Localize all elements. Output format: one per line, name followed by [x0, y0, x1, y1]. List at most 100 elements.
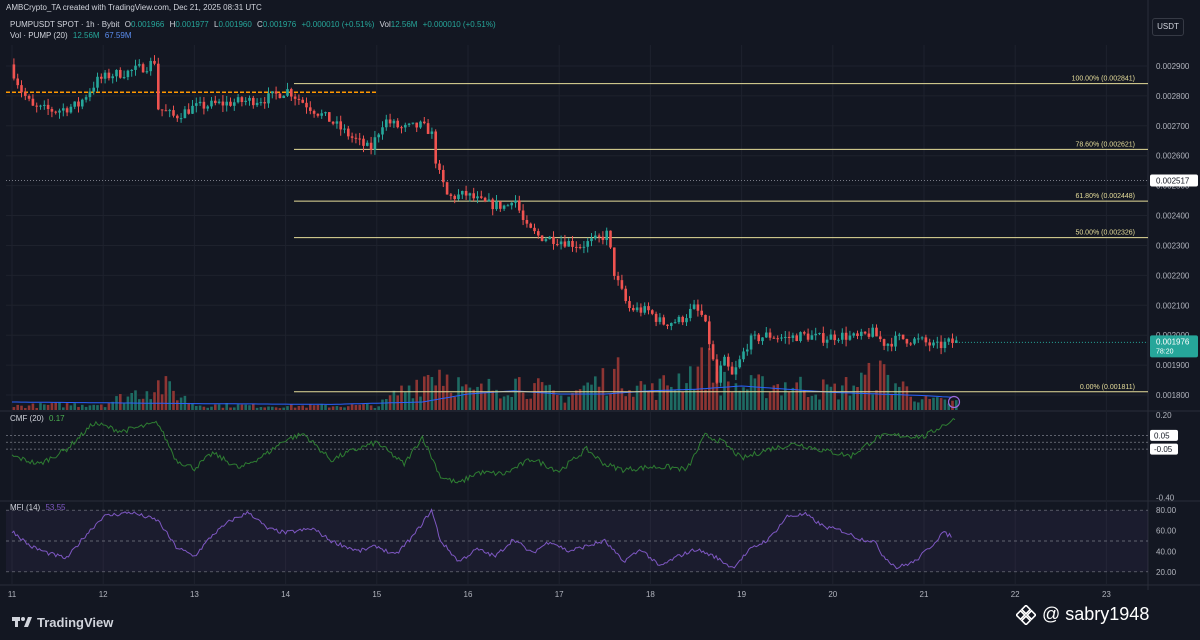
- volume-bar: [575, 390, 578, 410]
- volume-bar: [506, 395, 510, 410]
- candle-body: [214, 100, 217, 104]
- candle-body: [955, 340, 958, 343]
- volume-legend[interactable]: Vol · PUMP (20) 12.56M 67.59M: [10, 31, 132, 40]
- candle-body: [814, 333, 817, 336]
- volume-bar: [69, 405, 73, 410]
- volume-bar: [825, 384, 829, 410]
- candle-body: [597, 235, 601, 237]
- candle-body: [749, 335, 753, 350]
- volume-bar: [134, 390, 137, 410]
- candle-body: [575, 246, 578, 248]
- volume-bar: [145, 391, 149, 410]
- candle-body: [84, 97, 88, 100]
- volume-bar: [727, 381, 730, 410]
- mfi-legend[interactable]: MFI (14) 53.55: [10, 503, 66, 512]
- candle-body: [616, 275, 620, 281]
- volume-bar: [16, 404, 19, 410]
- candle-body: [328, 112, 331, 122]
- candle-body: [818, 333, 821, 335]
- candle-body: [632, 308, 635, 311]
- volume-bar: [791, 387, 795, 410]
- volume-bar: [84, 406, 88, 410]
- candle-body: [924, 337, 928, 343]
- volume-bar: [898, 386, 901, 410]
- volume-bar: [111, 401, 114, 410]
- candle-body: [107, 72, 111, 79]
- volume-bar: [244, 404, 247, 410]
- volume-bar: [468, 387, 472, 410]
- volume-bar: [343, 407, 346, 410]
- candle-body: [271, 91, 274, 94]
- volume-bar: [939, 398, 943, 410]
- volume-bar: [749, 375, 753, 410]
- candle-body: [799, 332, 802, 342]
- candle-body: [939, 341, 943, 349]
- y-tick-label: 0.002300: [1156, 241, 1190, 250]
- volume-bar: [723, 371, 726, 410]
- volume-bar: [217, 404, 221, 410]
- cmf-level-label: -0.05: [1154, 445, 1173, 454]
- candle-body: [791, 335, 795, 338]
- price-marker-label: 0.002517: [1156, 177, 1190, 186]
- candle-body: [476, 196, 479, 199]
- candle-body: [309, 107, 312, 111]
- low-value: 0.001960: [218, 20, 252, 29]
- candle-body: [468, 193, 472, 196]
- volume-bar: [624, 396, 627, 410]
- volume-bar: [746, 389, 749, 410]
- x-tick-label: 12: [99, 590, 108, 599]
- volume-bar: [692, 389, 696, 410]
- cmf-legend[interactable]: CMF (20) 0.17: [10, 414, 65, 423]
- creator-line: AMBCrypto_TA created with TradingView.co…: [6, 3, 262, 12]
- candle-body: [810, 335, 814, 340]
- volume-bar: [632, 396, 635, 410]
- volume-bar: [202, 406, 206, 410]
- volume-bar: [673, 390, 677, 410]
- candle-body: [848, 335, 852, 340]
- volume-bar: [863, 374, 867, 410]
- candle-body: [457, 194, 460, 200]
- candle-body: [100, 76, 103, 79]
- candle-body: [369, 142, 373, 150]
- price-legend[interactable]: PUMPUSDT SPOT · 1h · Bybit O0.001966 H0.…: [10, 20, 496, 29]
- volume-bar: [639, 381, 643, 410]
- volume-bar: [381, 399, 384, 410]
- volume-bar: [841, 385, 844, 410]
- candle-body: [795, 335, 798, 342]
- candle-body: [419, 121, 422, 128]
- candle-body: [844, 332, 848, 340]
- volume-bar: [875, 390, 878, 410]
- candle-body: [404, 124, 407, 128]
- volume-bar: [233, 407, 236, 410]
- candle-body: [704, 314, 707, 322]
- volume-bar: [537, 378, 540, 410]
- volume-bar: [616, 357, 620, 410]
- volume-bar: [385, 399, 388, 410]
- candle-body: [825, 339, 829, 343]
- candle-body: [430, 131, 434, 134]
- candle-body: [81, 99, 84, 107]
- candle-body: [894, 335, 897, 347]
- volume-bar: [58, 402, 61, 410]
- cmf-name: CMF (20): [10, 414, 44, 423]
- candle-body: [377, 134, 380, 138]
- candle-body: [787, 336, 791, 338]
- volume-bar: [358, 404, 361, 410]
- tradingview-logo[interactable]: TradingView: [12, 612, 113, 632]
- volume-bar: [776, 384, 779, 410]
- candle-body: [423, 121, 426, 124]
- candle-body: [293, 96, 297, 99]
- candle-body: [320, 113, 323, 116]
- volume-name: Vol · PUMP (20): [10, 31, 68, 40]
- x-tick-label: 19: [737, 590, 746, 599]
- candle-body: [263, 102, 266, 104]
- candle-body: [529, 223, 532, 228]
- volume-bar: [172, 390, 175, 410]
- volume-bar: [784, 382, 787, 410]
- candle-body: [16, 78, 19, 86]
- volume-bar: [122, 403, 126, 410]
- candle-body: [875, 327, 878, 337]
- currency-button[interactable]: USDT: [1152, 18, 1184, 36]
- volume-bar: [525, 398, 529, 410]
- candle-body: [624, 288, 627, 302]
